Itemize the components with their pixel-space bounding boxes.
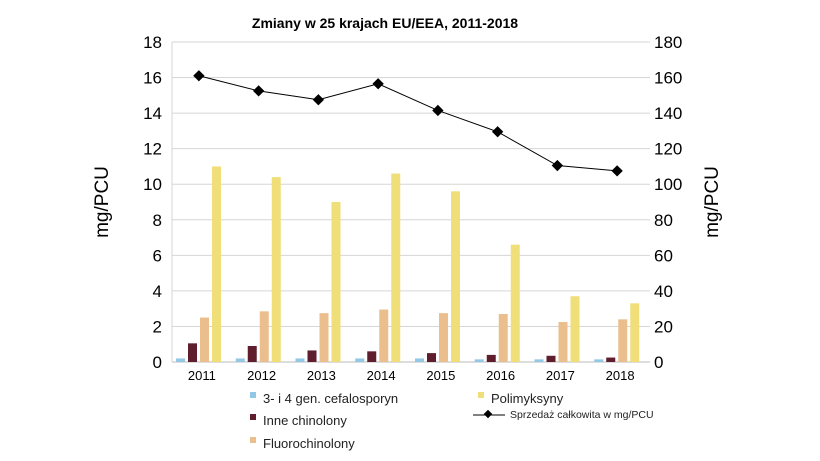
bar-polimyksyny	[510, 244, 520, 362]
legend-label: Sprzedaż całkowita w mg/PCU	[510, 409, 654, 421]
total-sales-point	[312, 94, 325, 106]
bar-3-i-4-gen-cefalosporyn	[415, 358, 424, 362]
bar-fluorochinolony	[618, 319, 628, 362]
y2-tick-label: 120	[654, 140, 682, 159]
chart-title: Zmiany w 25 krajach EU/EEA, 2011-2018	[252, 15, 518, 31]
total-sales-point	[252, 85, 265, 97]
y2-tick-label: 140	[654, 104, 682, 123]
bar-inne-chinolony	[546, 355, 556, 362]
y2-tick-label: 40	[654, 282, 673, 301]
total-sales-point	[372, 78, 384, 90]
y2-axis-label: mg/PCU	[702, 166, 723, 238]
x-tick-label: 2012	[247, 368, 276, 383]
y-tick-label: 0	[153, 353, 162, 372]
total-sales-point	[491, 126, 504, 138]
x-tick-label: 2013	[307, 368, 336, 383]
bar-3-i-4-gen-cefalosporyn	[235, 358, 245, 362]
y2-tick-label: 60	[654, 246, 673, 265]
total-sales-point	[611, 165, 623, 177]
total-sales-point	[432, 104, 444, 117]
legend-label: 3- i 4 gen. cefalosporyn	[263, 391, 398, 406]
y2-tick-label: 180	[654, 33, 682, 52]
legend-swatch	[250, 437, 256, 443]
y-tick-label: 14	[143, 104, 162, 123]
bar-inne-chinolony	[606, 357, 616, 362]
x-tick-label: 2014	[367, 368, 396, 383]
y2-tick-label: 160	[654, 69, 682, 88]
legend-label: Polimyksyny	[491, 391, 564, 406]
bar-3-i-4-gen-cefalosporyn	[594, 359, 604, 362]
bar-polimyksyny	[451, 191, 460, 362]
legend-swatch	[250, 392, 256, 398]
bar-inne-chinolony	[367, 351, 377, 362]
bar-fluorochinolony	[498, 314, 508, 362]
bar-fluorochinolony	[319, 313, 329, 362]
bar-3-i-4-gen-cefalosporyn	[355, 358, 365, 362]
y-tick-label: 6	[153, 246, 162, 265]
bar-3-i-4-gen-cefalosporyn	[295, 358, 305, 362]
y-tick-label: 4	[153, 282, 162, 301]
x-tick-label: 2017	[546, 368, 575, 383]
y2-tick-label: 20	[654, 317, 673, 336]
total-sales-point	[551, 159, 564, 172]
bar-3-i-4-gen-cefalosporyn	[534, 359, 544, 362]
bar-polimyksyny	[630, 303, 640, 362]
legend-marker	[483, 409, 493, 419]
bar-inne-chinolony	[188, 343, 197, 362]
bar-inne-chinolony	[307, 350, 317, 362]
bar-fluorochinolony	[439, 313, 448, 362]
bar-polimyksyny	[271, 177, 281, 362]
x-tick-label: 2015	[426, 368, 455, 383]
y-tick-label: 10	[143, 175, 162, 194]
y-tick-label: 12	[143, 140, 162, 159]
bar-3-i-4-gen-cefalosporyn	[176, 358, 185, 362]
bar-polimyksyny	[391, 173, 401, 362]
total-sales-line	[198, 75, 618, 172]
x-tick-label: 2018	[606, 368, 635, 383]
y-tick-label: 8	[153, 211, 162, 230]
legend-swatch	[250, 414, 256, 420]
total-sales-point	[193, 70, 205, 82]
y-tick-label: 18	[143, 33, 162, 52]
y2-tick-label: 80	[654, 211, 673, 230]
bar-fluorochinolony	[558, 322, 568, 362]
bar-fluorochinolony	[200, 317, 209, 362]
x-tick-label: 2011	[188, 368, 216, 383]
bar-inne-chinolony	[486, 354, 496, 362]
y-axis-label: mg/PCU	[92, 166, 113, 238]
bar-fluorochinolony	[259, 311, 269, 362]
bar-polimyksyny	[570, 296, 580, 362]
legend-label: Inne chinolony	[263, 413, 347, 428]
legend-label: Fluorochinolony	[263, 436, 355, 451]
y2-tick-label: 0	[654, 353, 663, 372]
y-tick-label: 16	[143, 69, 162, 88]
bar-inne-chinolony	[427, 353, 436, 362]
x-tick-label: 2016	[486, 368, 515, 383]
bar-3-i-4-gen-cefalosporyn	[474, 359, 484, 362]
bar-polimyksyny	[331, 202, 341, 362]
bar-inne-chinolony	[247, 346, 257, 362]
legend-swatch	[478, 392, 484, 398]
y-tick-label: 2	[153, 317, 162, 336]
y2-tick-label: 100	[654, 175, 682, 194]
bar-fluorochinolony	[379, 309, 389, 362]
bar-polimyksyny	[212, 166, 221, 362]
